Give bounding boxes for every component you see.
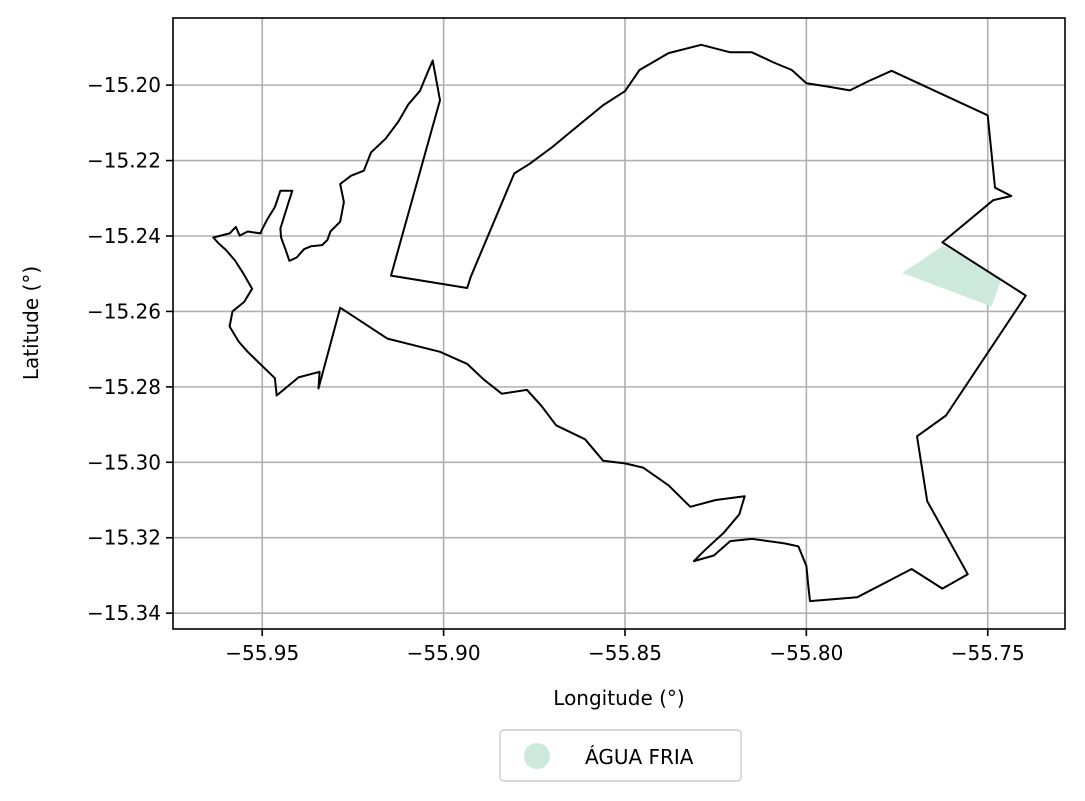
municipality-boundary [212,43,1027,603]
legend-label-agua-fria: ÁGUA FRIA [585,745,694,769]
y-axis-label: Latitude (°) [19,266,43,380]
x-tick-label-4: −55.75 [951,641,1025,665]
grid [173,18,1065,629]
legend: ÁGUA FRIA [499,729,742,782]
x-tick-label-3: −55.80 [769,641,843,665]
x-tick-label-2: −55.85 [588,641,662,665]
y-tick-label-1: −15.22 [87,149,161,173]
axis-ticks: −55.95 −55.90 −55.85 −55.80 −55.75 −15.20 −15.… [87,73,1025,665]
x-axis-label: Longitude (°) [553,686,684,710]
x-tick-label-1: −55.90 [407,641,481,665]
y-tick-label-0: −15.20 [87,73,161,97]
region-agua-fria [902,245,1002,307]
x-tick-label-0: −55.95 [225,641,299,665]
y-tick-label-7: −15.34 [87,601,161,625]
axes-frame [172,17,1066,630]
map-data [212,43,1027,603]
y-tick-label-2: −15.24 [87,224,161,248]
y-tick-label-4: −15.28 [87,375,161,399]
legend-box [499,729,742,782]
y-tick-label-5: −15.30 [87,450,161,474]
legend-marker-agua-fria [524,743,550,769]
y-tick-label-6: −15.32 [87,526,161,550]
y-tick-label-3: −15.26 [87,299,161,323]
